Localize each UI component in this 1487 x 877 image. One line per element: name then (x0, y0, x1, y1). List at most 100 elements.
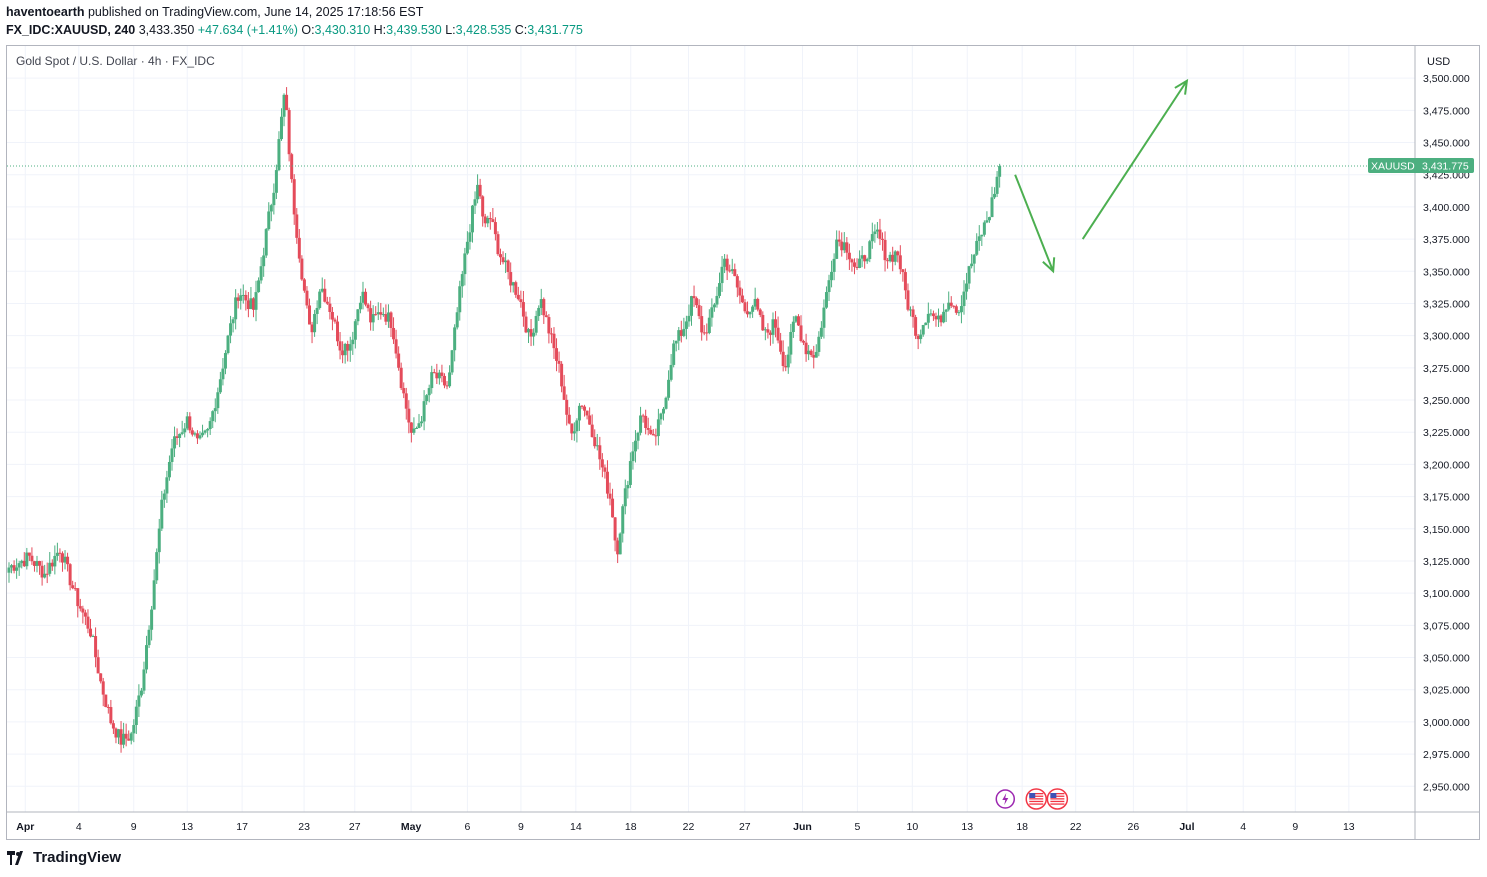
candle-body (366, 304, 370, 309)
candle-body (817, 336, 821, 352)
candle-body (870, 234, 874, 242)
flag-stripe (1029, 803, 1044, 805)
candle-body (124, 733, 128, 739)
candle-body (852, 262, 856, 267)
candle-body (185, 416, 189, 429)
candle-body (114, 728, 118, 738)
candle-body (66, 556, 70, 565)
chart-frame[interactable]: Gold Spot / U.S. Dollar · 4h · FX_IDC US… (6, 45, 1480, 840)
candle-body (420, 421, 424, 424)
candle-body (111, 723, 115, 729)
candle-body (684, 321, 688, 329)
candle-body (257, 280, 261, 293)
candle-body (534, 316, 538, 333)
candle-body (631, 451, 635, 462)
arrow-line[interactable] (1081, 80, 1188, 240)
publish-info: haventoearth published on TradingView.co… (6, 5, 423, 19)
candle-body (952, 305, 956, 307)
candle-body (50, 562, 54, 567)
candle-body (364, 291, 368, 305)
candle-body (346, 343, 350, 351)
candle-body (361, 291, 365, 303)
price-tick-label: 3,350.000 (1423, 266, 1470, 278)
candle-body (720, 266, 724, 284)
candle-body (896, 251, 900, 256)
arrow-line[interactable] (1014, 174, 1055, 272)
candle-body (521, 302, 525, 317)
candle-body (878, 229, 882, 239)
candle-body (440, 372, 444, 376)
candle-body (888, 254, 892, 262)
candle-body (442, 375, 446, 386)
candle-body (987, 217, 991, 221)
price-axis[interactable]: 3,500.0003,475.0003,450.0003,425.0003,40… (1423, 73, 1470, 793)
candle-body (328, 303, 332, 312)
candle-body (919, 334, 923, 340)
candle-body (290, 154, 294, 180)
price-tick-label: 3,075.000 (1423, 620, 1470, 632)
time-axis[interactable]: Apr 4 9 13 17 23 27 May 6 9 14 18 22 27 Jun 5 10 13 18 22 26… (16, 821, 1355, 833)
candle-body (557, 360, 561, 364)
candle-body (549, 333, 553, 335)
candle-body (710, 307, 714, 318)
candle-body (567, 414, 571, 424)
candle-body (313, 313, 317, 333)
author-name[interactable]: haventoearth (6, 5, 85, 19)
currency-label[interactable]: USD (1427, 56, 1450, 68)
candle-body (712, 304, 716, 308)
candle-body (980, 234, 984, 237)
price-tick-label: 3,025.000 (1423, 685, 1470, 697)
candle-body (758, 309, 762, 315)
candle-body (236, 297, 240, 301)
chart-title: Gold Spot / U.S. Dollar · 4h · FX_IDC (16, 54, 215, 68)
candle-body (779, 340, 783, 352)
candle-body (336, 321, 340, 342)
candle-body (53, 555, 57, 567)
candle-body (94, 636, 98, 658)
candle-body (903, 272, 907, 291)
candle-body (753, 298, 757, 307)
candle-body (465, 241, 469, 254)
price-tick-label: 3,100.000 (1423, 588, 1470, 600)
candle-body (529, 329, 533, 337)
candle-body (794, 316, 798, 322)
candle-body (555, 348, 559, 361)
candle-body (682, 328, 686, 336)
candle-body (613, 517, 617, 541)
candle-body (598, 445, 602, 460)
candle-body (746, 311, 750, 315)
candle-body (539, 299, 543, 308)
drawings[interactable] (1014, 78, 1189, 274)
candle-body (791, 321, 795, 333)
price-tick-label: 3,200.000 (1423, 459, 1470, 471)
event-markers[interactable] (995, 788, 1069, 810)
candle-body (468, 232, 472, 242)
candle-body (654, 435, 658, 437)
price-tag-symbol: XAUUSD (1371, 161, 1415, 173)
price-chart[interactable]: Gold Spot / U.S. Dollar · 4h · FX_IDC US… (7, 46, 1479, 839)
flag-stripe (1050, 800, 1065, 803)
candle-body (552, 333, 556, 349)
candle-body (962, 291, 966, 307)
candle-body (677, 330, 681, 341)
candle-body (628, 461, 632, 485)
arrow-head[interactable] (1174, 78, 1189, 95)
candle-body (48, 562, 52, 574)
candle-body (702, 332, 706, 334)
candle-body (771, 319, 775, 335)
candle-body (641, 415, 645, 417)
candle-body (985, 220, 989, 223)
candle-body (687, 315, 691, 322)
arrow-head[interactable] (1042, 257, 1056, 274)
candle-body (381, 314, 385, 316)
candle-body (718, 283, 722, 296)
candle-body (998, 166, 1002, 177)
time-tick-label: 13 (961, 821, 973, 833)
candle-body (776, 327, 780, 341)
candle-body (430, 372, 434, 389)
candle-body (496, 234, 500, 255)
time-tick-label: 18 (625, 821, 637, 833)
candle-body (804, 342, 808, 355)
candle-body (850, 259, 854, 263)
candle-body (244, 294, 248, 301)
